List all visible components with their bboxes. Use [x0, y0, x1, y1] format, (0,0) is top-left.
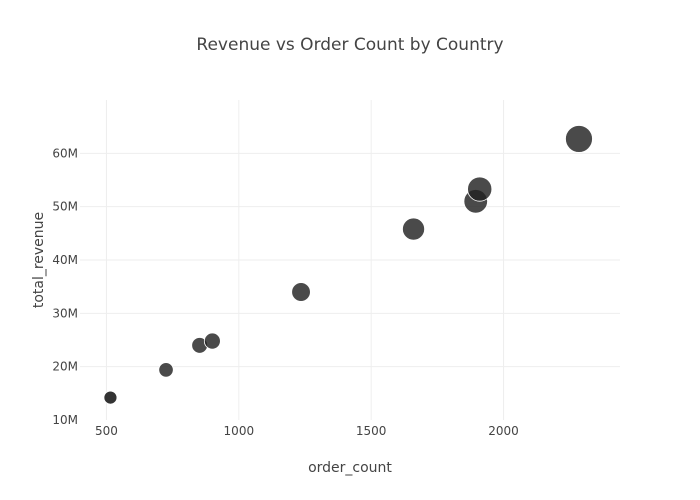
y-tick-label: 50M	[52, 200, 78, 214]
x-tick-label: 2000	[488, 424, 519, 438]
data-point	[467, 176, 493, 202]
data-point	[203, 332, 221, 350]
chart-title: Revenue vs Order Count by Country	[196, 35, 503, 55]
y-axis-label: total_revenue	[31, 212, 47, 308]
y-tick-label: 10M	[52, 413, 78, 427]
x-axis-ticks: 500 1000 1500 2000	[95, 424, 519, 438]
data-point	[565, 125, 593, 153]
y-tick-label: 60M	[52, 146, 78, 160]
x-tick-label: 1500	[356, 424, 387, 438]
y-axis-ticks: 10M 20M 30M 40M 50M 60M	[52, 146, 78, 427]
y-tick-label: 40M	[52, 253, 78, 267]
y-tick-label: 30M	[52, 306, 78, 320]
data-points	[103, 125, 593, 405]
data-point	[402, 217, 425, 241]
y-tick-label: 20M	[52, 360, 78, 374]
x-tick-label: 1000	[224, 424, 255, 438]
x-tick-label: 500	[95, 424, 118, 438]
grid	[80, 100, 620, 420]
data-point	[291, 282, 311, 302]
x-axis-label: order_count	[308, 460, 392, 476]
data-point	[103, 390, 118, 405]
data-point	[158, 362, 174, 378]
